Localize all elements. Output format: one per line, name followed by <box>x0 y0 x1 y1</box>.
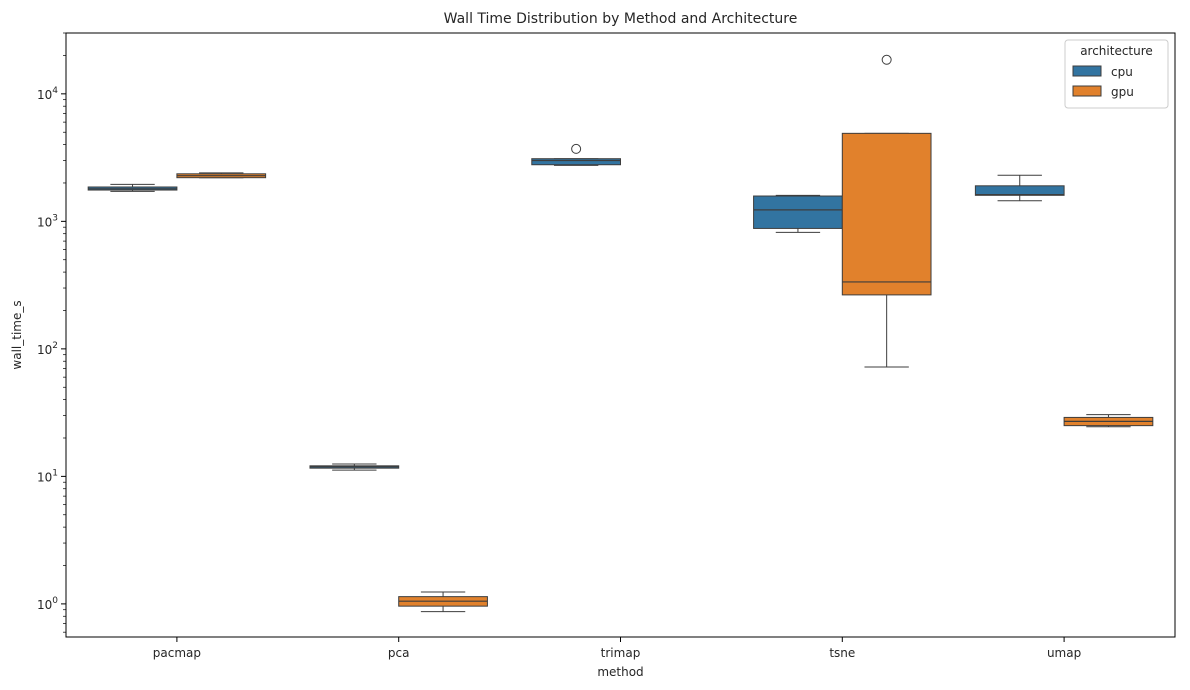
outlier-point <box>881 54 892 65</box>
y-tick-label: 100 <box>37 596 58 612</box>
legend-title: architecture <box>1080 44 1153 58</box>
x-tick-label-pacmap: pacmap <box>153 646 201 660</box>
x-axis-label: method <box>597 665 643 679</box>
y-tick-label: 103 <box>37 213 58 229</box>
box-iqr <box>974 185 1065 196</box>
legend-label-cpu: cpu <box>1111 65 1133 79</box>
legend-label-gpu: gpu <box>1111 85 1134 99</box>
box-gpu-umap <box>1063 414 1154 428</box>
box-gpu-tsne <box>841 54 932 368</box>
box-cpu-trimap <box>531 143 622 166</box>
y-tick-label: 104 <box>37 86 58 102</box>
y-tick-label: 101 <box>37 468 58 484</box>
box-cpu-pacmap <box>87 183 178 192</box>
x-tick-label-pca: pca <box>388 646 410 660</box>
box-cpu-tsne <box>753 194 843 233</box>
legend-swatch-gpu <box>1072 85 1102 97</box>
x-axis-ticks: pacmap pca trimap tsne umap <box>153 637 1081 660</box>
box-cpu-umap <box>974 174 1065 202</box>
box-iqr <box>531 158 622 166</box>
box-gpu-pca <box>398 591 488 613</box>
legend-swatch-cpu <box>1072 65 1102 77</box>
y-axis-minor-ticks <box>63 32 66 633</box>
plot-area <box>65 32 1176 638</box>
box-gpu-pacmap <box>176 172 267 179</box>
y-axis-label: wall_time_s <box>10 300 24 369</box>
box-series <box>87 54 1154 613</box>
box-iqr <box>753 195 843 229</box>
chart-title: Wall Time Distribution by Method and Arc… <box>444 11 798 27</box>
y-axis-ticks: 100 101 102 103 104 <box>37 86 66 612</box>
x-tick-label-tsne: tsne <box>829 646 855 660</box>
legend: architecture cpu gpu <box>1064 39 1169 109</box>
x-tick-label-umap: umap <box>1047 646 1081 660</box>
box-cpu-pca <box>309 463 400 471</box>
y-tick-label: 102 <box>37 341 58 357</box>
x-tick-label-trimap: trimap <box>601 646 641 660</box>
outlier-point <box>571 143 582 154</box>
box-iqr <box>841 132 932 296</box>
